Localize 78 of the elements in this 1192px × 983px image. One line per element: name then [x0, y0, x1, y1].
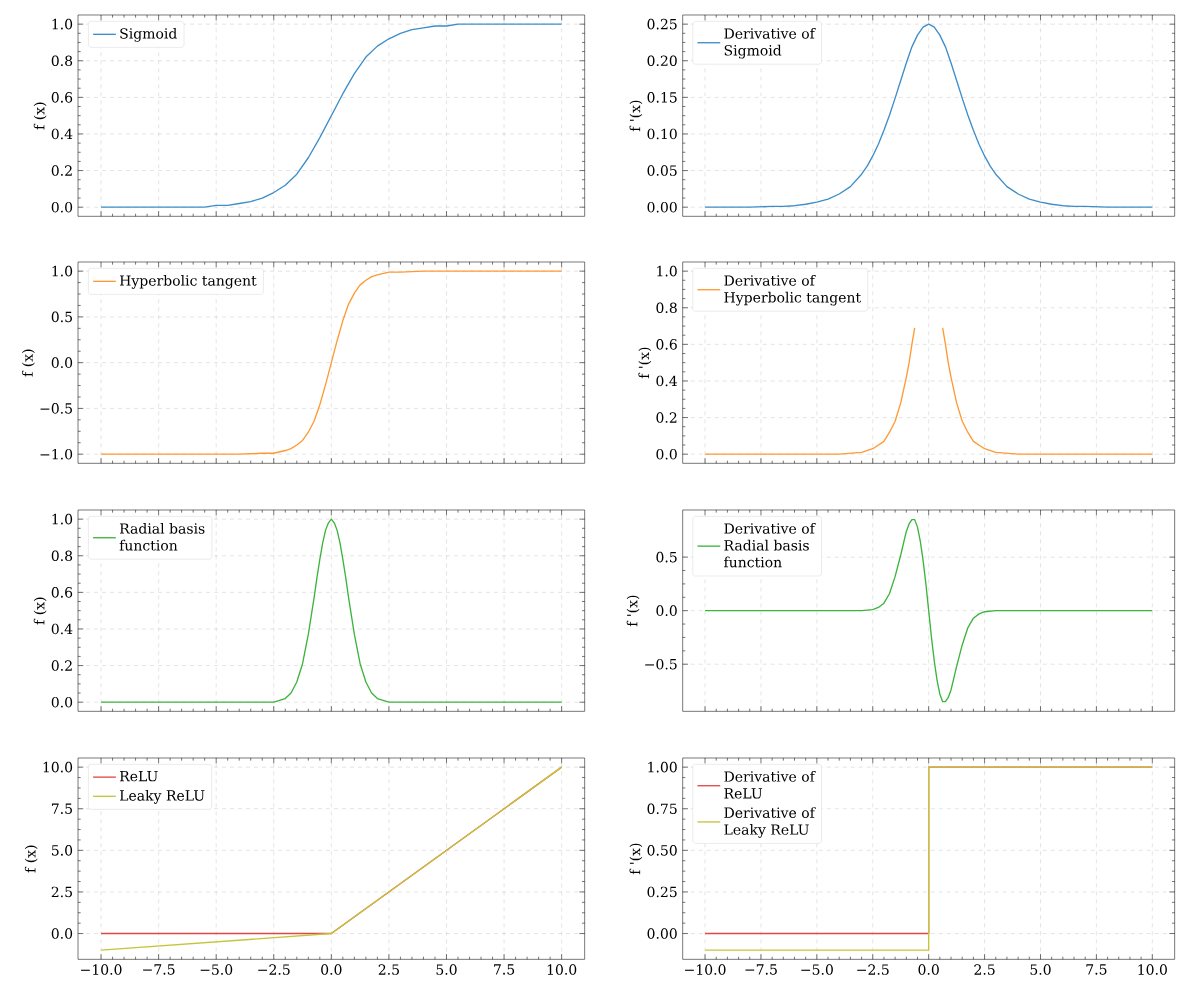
- y-tick-label: 1.0: [52, 513, 73, 525]
- legend-label: Derivative of ReLU: [724, 770, 816, 799]
- y-tick-label: 0.5: [51, 311, 72, 323]
- y-tick-label: 0.15: [647, 92, 677, 103]
- y-axis-title: f (x): [24, 845, 38, 873]
- legend-label: Hyperbolic tangent: [119, 274, 257, 289]
- y-tick-label: 0.8: [51, 55, 73, 67]
- y-tick-label: 0.8: [656, 302, 677, 314]
- x-tick-label: 2.5: [378, 964, 399, 975]
- y-tick-label: 0.00: [647, 928, 677, 939]
- x-tick-label: −2.5: [857, 964, 889, 975]
- y-tick-label: 0.50: [647, 845, 677, 856]
- x-tick-label: 7.5: [494, 964, 515, 975]
- y-tick-label: 2.5: [51, 886, 72, 898]
- x-tick-label: 7.5: [1086, 964, 1107, 975]
- y-tick-label: 0.4: [656, 375, 678, 387]
- y-tick-label: 0.2: [656, 412, 677, 423]
- legend-label: Radial basis function: [119, 522, 205, 551]
- y-axis-title: f '(x): [626, 595, 640, 627]
- y-tick-label: 1.0: [52, 18, 73, 30]
- x-tick-label: 5.0: [436, 964, 457, 975]
- y-tick-label: 0.8: [51, 550, 73, 562]
- y-tick-label: 0.2: [51, 165, 72, 176]
- y-tick-label: 1.0: [657, 265, 677, 277]
- y-tick-label: 0.05: [647, 165, 677, 176]
- legend-label: Derivative of Radial basis function: [724, 522, 816, 568]
- y-tick-label: 0.0: [51, 696, 73, 708]
- legend-label: ReLU: [119, 770, 158, 782]
- y-tick-label: 0.20: [647, 55, 677, 67]
- y-tick-label: 0.0: [51, 201, 73, 213]
- x-tick-label: 2.5: [974, 964, 995, 975]
- y-tick-label: −1.0: [40, 448, 73, 460]
- y-tick-label: 7.5: [51, 803, 72, 814]
- y-tick-label: 0.4: [51, 128, 73, 140]
- y-axis-title: f (x): [33, 597, 47, 625]
- legend-label: Leaky ReLU: [119, 789, 205, 804]
- y-axis-title: f '(x): [629, 843, 643, 875]
- x-tick-label: −7.5: [143, 964, 175, 975]
- y-tick-label: 0.25: [647, 18, 677, 30]
- x-tick-label: −10.0: [81, 964, 122, 975]
- legend-label: Derivative of Sigmoid: [724, 27, 816, 59]
- y-tick-label: 0.6: [656, 339, 677, 350]
- y-tick-label: 0.5: [656, 551, 677, 563]
- y-axis-title: f (x): [22, 349, 35, 377]
- x-tick-label: 0.0: [918, 964, 939, 975]
- x-tick-label: −7.5: [745, 964, 777, 975]
- x-tick-label: −5.0: [200, 964, 233, 975]
- y-tick-label: 1.00: [648, 761, 677, 773]
- y-tick-label: 10.0: [43, 761, 73, 773]
- y-axis-title: f (x): [33, 102, 47, 130]
- y-tick-label: 0.2: [51, 660, 72, 671]
- y-tick-label: 0.0: [51, 357, 73, 368]
- legend-label: Derivative of Leaky ReLU: [724, 807, 816, 838]
- y-tick-label: 0.6: [51, 92, 73, 103]
- y-tick-label: −0.5: [40, 403, 72, 414]
- y-tick-label: 0.0: [51, 928, 73, 939]
- x-tick-label: 10.0: [547, 964, 577, 975]
- y-tick-label: 0.25: [647, 886, 677, 898]
- y-tick-label: 0.0: [656, 605, 677, 616]
- legend-label: Sigmoid: [120, 27, 177, 42]
- y-tick-label: 0.00: [647, 201, 677, 213]
- y-axis-title: f '(x): [638, 347, 652, 379]
- x-tick-label: 10.0: [1138, 964, 1167, 975]
- y-tick-label: 0.6: [51, 587, 73, 598]
- x-tick-label: 5.0: [1030, 964, 1051, 975]
- x-tick-label: −5.0: [801, 964, 833, 975]
- legend-label: Derivative of Hyperbolic tangent: [724, 274, 861, 306]
- y-tick-label: 1.0: [52, 265, 73, 277]
- y-tick-label: −0.5: [645, 658, 677, 670]
- y-tick-label: 0.0: [656, 448, 677, 460]
- x-tick-label: 0.0: [321, 964, 342, 975]
- y-tick-label: 0.75: [647, 803, 677, 815]
- y-tick-label: 0.10: [647, 128, 677, 140]
- x-tick-label: −2.5: [258, 964, 290, 975]
- x-tick-label: −10.0: [685, 964, 726, 975]
- y-axis-title: f '(x): [629, 100, 643, 132]
- y-tick-label: 0.4: [51, 623, 73, 635]
- y-tick-label: 5.0: [52, 845, 73, 856]
